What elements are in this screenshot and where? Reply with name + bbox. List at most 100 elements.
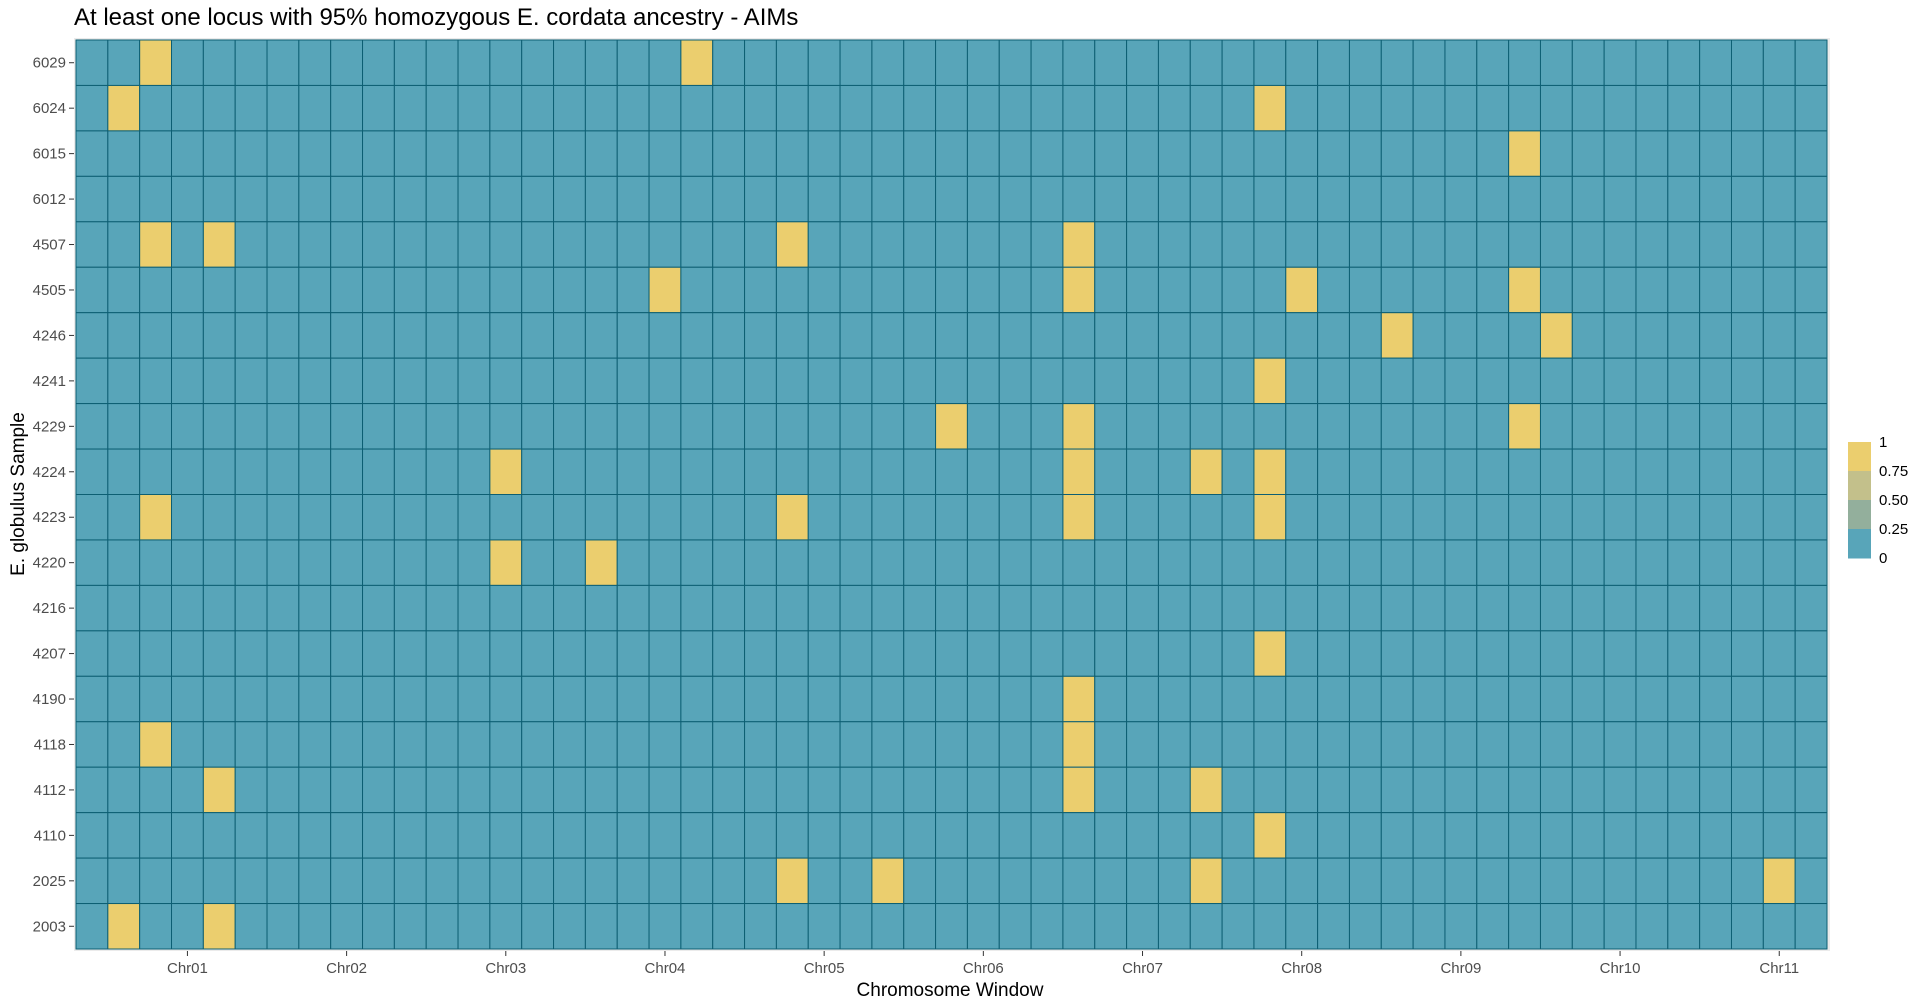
heatmap-cell (616, 312, 650, 359)
heatmap-cell (966, 39, 1000, 86)
heatmap-cell (202, 857, 236, 905)
heatmap-cell (839, 266, 873, 314)
heatmap-cell (202, 266, 236, 314)
heatmap-cell (1635, 403, 1669, 450)
y-tick-label: 4505 (33, 282, 66, 299)
heatmap-cell (584, 494, 618, 541)
heatmap-cell (1699, 130, 1732, 177)
heatmap-cell (393, 584, 427, 632)
heatmap-cell (1030, 312, 1064, 359)
heatmap-cell (1508, 812, 1541, 859)
heatmap-cell (393, 721, 427, 768)
heatmap-cell (1699, 584, 1732, 632)
heatmap-cell (362, 675, 395, 723)
heatmap-cell (1444, 39, 1478, 86)
heatmap-cell (425, 84, 459, 132)
heatmap-cell (1444, 857, 1478, 905)
heatmap-cell (393, 812, 427, 859)
heatmap-cell (107, 584, 141, 632)
heatmap-cell (1444, 448, 1478, 495)
heatmap-cell (648, 857, 682, 905)
heatmap-cell (1762, 857, 1796, 905)
heatmap-cell (330, 266, 364, 314)
heatmap-cell (553, 312, 586, 359)
heatmap-cell (1539, 539, 1573, 586)
heatmap-cell (171, 857, 204, 905)
heatmap-cell (807, 721, 841, 768)
heatmap-cell (1730, 357, 1764, 405)
heatmap-cell (1794, 766, 1828, 814)
heatmap-cell (966, 721, 1000, 768)
heatmap-cell (1094, 221, 1128, 268)
heatmap-cell (1062, 266, 1096, 314)
heatmap-cell (775, 584, 809, 632)
y-tick-label: 4118 (34, 736, 66, 753)
heatmap-cell (744, 903, 777, 950)
heatmap-cell (712, 357, 746, 405)
heatmap-cell (393, 266, 427, 314)
heatmap-cell (1571, 221, 1605, 268)
heatmap-cell (584, 630, 618, 677)
heatmap-cell (1062, 221, 1096, 268)
heatmap-cell (1317, 403, 1350, 450)
heatmap-cell (75, 584, 109, 632)
heatmap-cell (680, 84, 714, 132)
heatmap-cell (1667, 130, 1701, 177)
legend-label: 0.25 (1879, 521, 1908, 538)
heatmap-cell (1476, 903, 1510, 950)
heatmap-cell (1317, 357, 1350, 405)
heatmap-cell (839, 812, 873, 859)
heatmap-cell (680, 903, 714, 950)
heatmap-cell (1189, 812, 1223, 859)
heatmap-cell (998, 494, 1032, 541)
heatmap-cell (871, 221, 905, 268)
heatmap-cell (266, 721, 300, 768)
heatmap-cell (871, 494, 905, 541)
heatmap-cell (871, 857, 905, 905)
heatmap-cell (839, 403, 873, 450)
heatmap-cell (1508, 630, 1541, 677)
heatmap-cell (362, 221, 395, 268)
heatmap-cell (266, 175, 300, 223)
y-tick-label: 6012 (33, 191, 66, 208)
heatmap-cell (775, 675, 809, 723)
heatmap-cell (457, 766, 491, 814)
heatmap-cell (616, 221, 650, 268)
heatmap-cell (362, 312, 395, 359)
heatmap-cell (1285, 721, 1319, 768)
heatmap-cell (1380, 630, 1414, 677)
heatmap-cell (998, 675, 1032, 723)
heatmap-cell (1412, 721, 1446, 768)
heatmap-cell (1667, 630, 1701, 677)
heatmap-cell (1062, 403, 1096, 450)
heatmap-cell (1189, 39, 1223, 86)
heatmap-cell (553, 130, 586, 177)
heatmap-cell (680, 630, 714, 677)
heatmap-cell (1094, 448, 1128, 495)
heatmap-cell (1348, 494, 1382, 541)
heatmap-cell (202, 221, 236, 268)
heatmap-cell (362, 266, 395, 314)
heatmap-cell (107, 494, 141, 541)
heatmap-cell (871, 812, 905, 859)
heatmap-cell (266, 539, 300, 586)
heatmap-cell (1571, 494, 1605, 541)
y-tick-label: 4224 (33, 464, 66, 481)
heatmap-cell (457, 903, 491, 950)
heatmap-cell (1189, 721, 1223, 768)
heatmap-cell (234, 266, 268, 314)
heatmap-cell (871, 266, 905, 314)
heatmap-cell (712, 630, 746, 677)
heatmap-cell (1285, 857, 1319, 905)
heatmap-cell (521, 812, 555, 859)
heatmap-cell (202, 675, 236, 723)
heatmap-cell (1762, 584, 1796, 632)
heatmap-cell (1253, 266, 1287, 314)
heatmap-cell (1508, 84, 1541, 132)
heatmap-cell (489, 494, 523, 541)
heatmap-cell (1603, 539, 1637, 586)
heatmap-cell (425, 857, 459, 905)
heatmap-cell (744, 39, 777, 86)
heatmap-cell (1699, 84, 1732, 132)
heatmap-cell (393, 857, 427, 905)
